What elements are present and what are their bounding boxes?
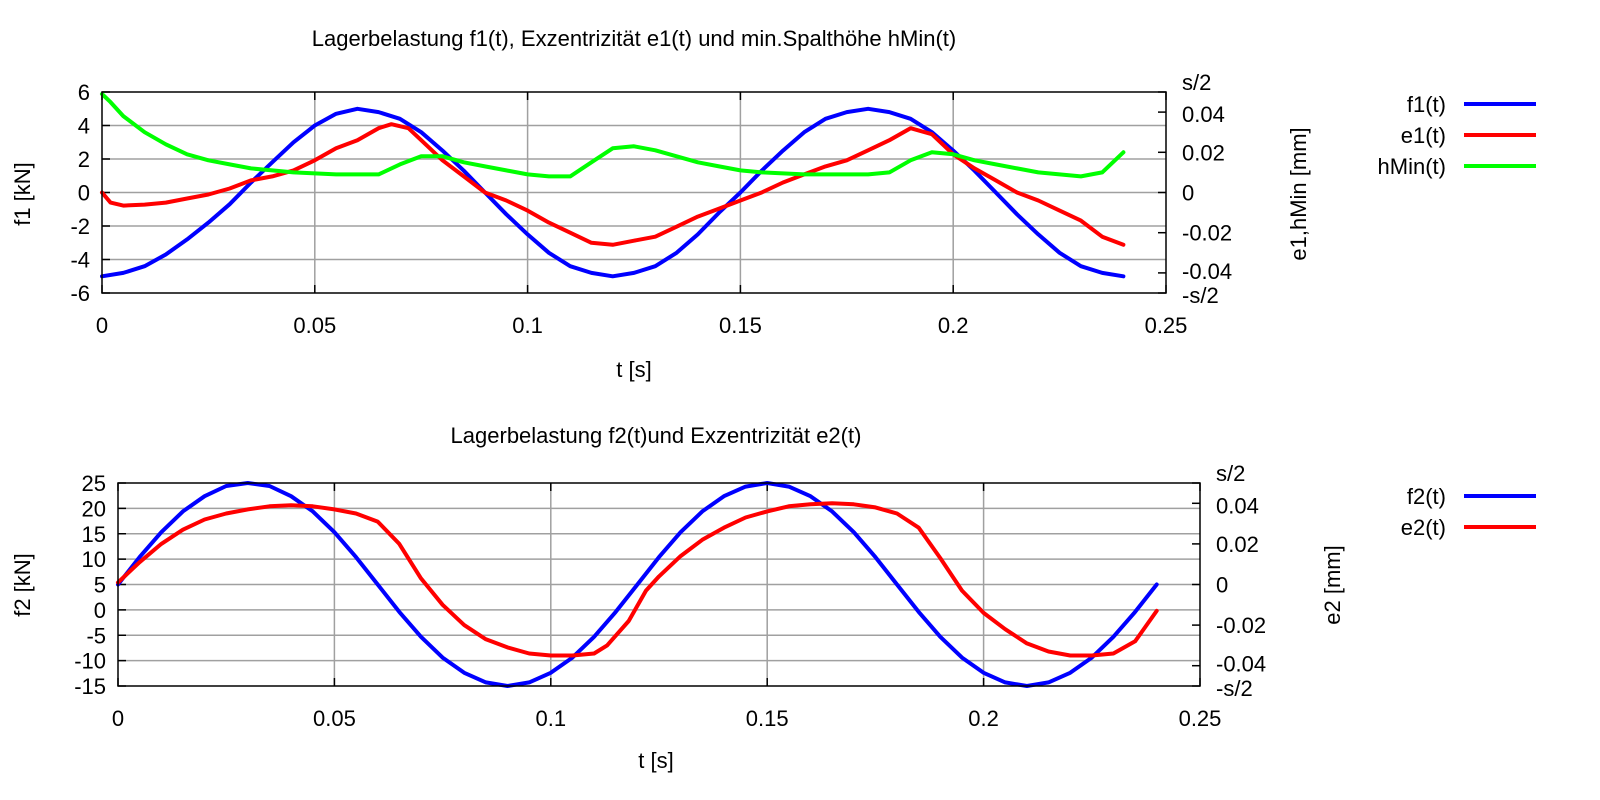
chart-bottom-series	[116, 481, 1159, 688]
chart-top-y2tick-label: 0	[1182, 181, 1194, 206]
chart-top-legend-label-f1t: f1(t)	[1407, 92, 1446, 117]
chart-bottom-ytick-label: -5	[86, 623, 106, 648]
chart-bottom-y2tick-label: -0.02	[1216, 613, 1266, 638]
chart-top-series-hmint	[100, 92, 1126, 179]
chart-top-xtick-label: 0.1	[512, 313, 543, 338]
chart-bottom-xtick-label: 0.05	[313, 706, 356, 731]
chart-top-xtick-label: 0.15	[719, 313, 762, 338]
chart-bottom-xlabel: t [s]	[638, 748, 673, 773]
chart-bottom-y2tick-label: 0	[1216, 573, 1228, 598]
chart-top-y2tick-label: -s/2	[1182, 283, 1219, 308]
chart-top-series	[100, 92, 1126, 279]
chart-bottom-ytick-label: -10	[74, 649, 106, 674]
chart-bottom-xtick-label: 0.15	[746, 706, 789, 731]
chart-bottom-xtick-label: 0.1	[536, 706, 567, 731]
chart-bottom-ytick-label: 0	[94, 598, 106, 623]
chart-bottom-xtick-label: 0.25	[1179, 706, 1222, 731]
chart-top-legend-label-hmint: hMin(t)	[1378, 154, 1446, 179]
chart-top-xtick-label: 0	[96, 313, 108, 338]
chart-top-series-e1t	[100, 122, 1126, 247]
chart-bottom-grid	[118, 483, 1200, 686]
chart-bottom-ylabel: f2 [kN]	[10, 553, 35, 617]
chart-bottom-ytick-label: 20	[82, 496, 106, 521]
chart-bottom-y2tick-label: 0.02	[1216, 532, 1259, 557]
chart-bottom-ticks: 0 0.05 0.1 0.15 0.2 0.25-15-10-50510152025-s/…	[74, 461, 1266, 731]
chart-top-legend-label-e1t: e1(t)	[1401, 123, 1446, 148]
chart-bottom-ytick-label: 25	[82, 471, 106, 496]
chart-top-y2tick-label: -0.02	[1182, 221, 1232, 246]
chart-bottom-y2label: e2 [mm]	[1320, 545, 1345, 624]
chart-top-ytick-label: 0	[78, 181, 90, 206]
chart-top-ticks: 0 0.05 0.1 0.15 0.2 0.25 -6 -4 -2 0 2 4 6 -s/2-0.04 -0…	[70, 70, 1232, 338]
chart-top-xtick-label: 0.2	[938, 313, 969, 338]
chart-bottom-series-e2t	[116, 501, 1159, 658]
chart-top-y2tick-label: -0.04	[1182, 259, 1232, 284]
chart-top-xtick-label: 0.05	[293, 313, 336, 338]
chart-top-xlabel: t [s]	[616, 357, 651, 382]
chart-top-ytick-label: -2	[70, 214, 90, 239]
chart-top-title: Lagerbelastung f1(t), Exzentrizität e1(t…	[312, 26, 956, 51]
chart-top-series-f1t	[100, 106, 1126, 279]
chart-bottom-y2tick-label: s/2	[1216, 461, 1245, 486]
chart-bottom-legend-label-f2t: f2(t)	[1407, 484, 1446, 509]
chart-bottom-series-f2t	[116, 481, 1159, 688]
chart-bottom-y2tick-label: -0.04	[1216, 652, 1266, 677]
chart-top-y2tick-label: 0.04	[1182, 102, 1225, 127]
chart-top-ytick-label: -4	[70, 248, 90, 273]
chart-top-frame	[101, 91, 1167, 294]
chart-top-ytick-label: 6	[78, 80, 90, 105]
chart-bottom-ytick-label: 5	[94, 573, 106, 598]
chart-top: Lagerbelastung f1(t), Exzentrizität e1(t…	[10, 26, 1536, 382]
chart-top-ytick-label: -6	[70, 281, 90, 306]
chart-top-y2tick-label: 0.02	[1182, 140, 1225, 165]
chart-bottom-ytick-label: -15	[74, 674, 106, 699]
chart-bottom-title: Lagerbelastung f2(t)und Exzentrizität e2…	[451, 423, 862, 448]
chart-top-ytick-label: 2	[78, 147, 90, 172]
chart-bottom-y2tick-label: 0.04	[1216, 493, 1259, 518]
chart-bottom-frame	[117, 482, 1201, 687]
chart-top-ytick-label: 4	[78, 114, 90, 139]
chart-top-y2label: e1,hMin [mm]	[1286, 127, 1311, 260]
chart-bottom-ytick-label: 15	[82, 522, 106, 547]
chart-bottom-legend-label-e2t: e2(t)	[1401, 515, 1446, 540]
chart-top-xtick-label: 0.25	[1145, 313, 1188, 338]
chart-bottom-legend: f2(t) e2(t)	[1401, 484, 1536, 540]
chart-top-legend: f1(t) e1(t) hMin(t)	[1378, 92, 1536, 179]
chart-bottom-xtick-label: 0	[112, 706, 124, 731]
chart-top-y2tick-label: s/2	[1182, 70, 1211, 95]
chart-top-grid	[102, 92, 1166, 293]
chart-bottom-y2tick-label: -s/2	[1216, 676, 1253, 701]
chart-bottom: Lagerbelastung f2(t)und Exzentrizität e2…	[10, 423, 1536, 773]
chart-bottom-xtick-label: 0.2	[968, 706, 999, 731]
chart-bottom-ytick-label: 10	[82, 547, 106, 572]
chart-top-ylabel: f1 [kN]	[10, 162, 35, 226]
